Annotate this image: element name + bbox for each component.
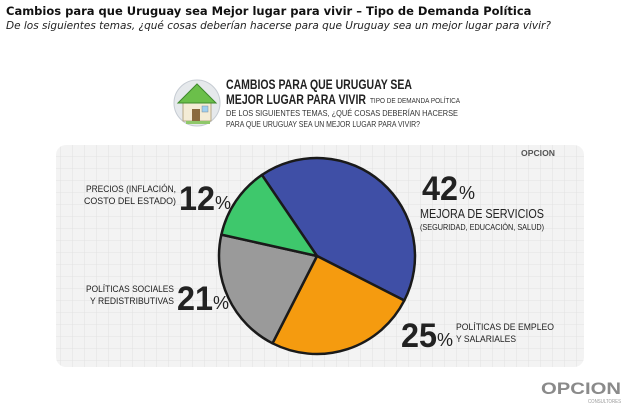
- percent-sign-politicas-empleo: %: [437, 330, 453, 350]
- label-politicas-sociales-line2: Y REDISTRIBUTIVAS: [90, 296, 174, 307]
- opcion-logo-large: OPCION CONSULTORES: [541, 379, 622, 405]
- label-mejora-servicios-line1: MEJORA DE SERVICIOS: [420, 206, 544, 221]
- opcion-logo-large-text: OPCION: [541, 379, 621, 398]
- label-precios-line1: PRECIOS (INFLACIÓN,: [86, 184, 176, 195]
- opcion-logo-small: OPCION: [521, 149, 555, 158]
- opcion-logo-sub: CONSULTORES: [588, 399, 622, 405]
- slice-mejora-servicios: [260, 156, 417, 302]
- percent-sign-mejora-servicios: %: [459, 183, 475, 203]
- percent-value-precios: 12: [179, 180, 215, 218]
- house-icon: [173, 79, 221, 127]
- percent-value-politicas-sociales: 21: [177, 280, 213, 318]
- banner-title-line2: MEJOR LUGAR PARA VIVIR: [226, 92, 366, 107]
- banner-question-line1: DE LOS SIGUIENTES TEMAS, ¿QUÉ COSAS DEBE…: [226, 108, 458, 118]
- page-subtitle: De los siguientes temas, ¿qué cosas debe…: [6, 20, 551, 32]
- label-precios: PRECIOS (INFLACIÓN, COSTO DEL ESTADO) 12…: [84, 180, 231, 218]
- banner-title-line1: CAMBIOS PARA QUE URUGUAY SEA: [226, 77, 412, 92]
- percent-value-politicas-empleo: 25: [401, 317, 437, 355]
- label-precios-line2: COSTO DEL ESTADO): [84, 196, 176, 207]
- percent-sign-politicas-sociales: %: [213, 293, 229, 313]
- slice-politicas-sociales: [217, 233, 319, 345]
- label-politicas-sociales: POLÍTICAS SOCIALES Y REDISTRIBUTIVAS 21 …: [86, 280, 229, 318]
- slice-precios: [220, 173, 319, 258]
- label-politicas-empleo: 25 % POLÍTICAS DE EMPLEO Y SALARIALES: [401, 317, 554, 355]
- label-mejora-servicios-line2: (SEGURIDAD, EDUCACIÓN, SALUD): [420, 222, 544, 232]
- label-mejora-servicios: 42 % MEJORA DE SERVICIOS (SEGURIDAD, EDU…: [420, 170, 544, 232]
- banner: CAMBIOS PARA QUE URUGUAY SEA MEJOR LUGAR…: [168, 72, 470, 136]
- label-politicas-empleo-line2: Y SALARIALES: [456, 334, 516, 345]
- percent-value-mejora-servicios: 42: [422, 170, 458, 208]
- label-politicas-empleo-line1: POLÍTICAS DE EMPLEO: [456, 322, 554, 333]
- infographic: CAMBIOS PARA QUE URUGUAY SEA MEJOR LUGAR…: [56, 72, 622, 405]
- banner-tag: TIPO DE DEMANDA POLÍTICA: [370, 96, 460, 105]
- label-politicas-sociales-line1: POLÍTICAS SOCIALES: [86, 284, 174, 295]
- banner-question-line2: PARA QUE URUGUAY SEA UN MEJOR LUGAR PARA…: [226, 119, 420, 129]
- percent-sign-precios: %: [215, 193, 231, 213]
- pie-chart: [217, 156, 417, 356]
- page-title: Cambios para que Uruguay sea Mejor lugar…: [6, 4, 532, 18]
